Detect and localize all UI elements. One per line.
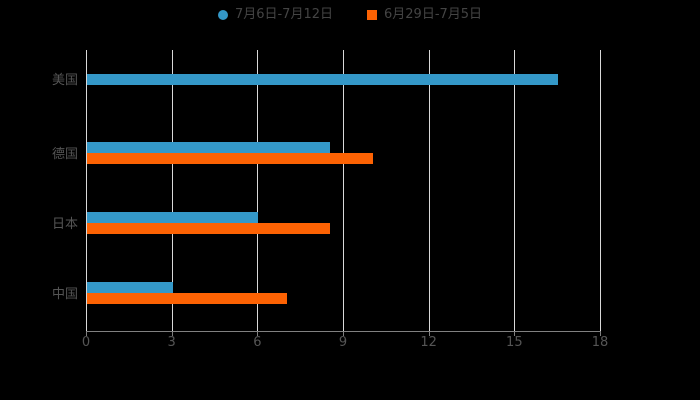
square-marker-icon <box>367 10 377 20</box>
x-tick-mark-6 <box>257 331 259 336</box>
gridline-18 <box>600 50 601 331</box>
x-tick-mark-12 <box>428 331 430 336</box>
x-tick-label-18: 18 <box>591 335 609 350</box>
gridline-6 <box>257 50 259 331</box>
bar-日本-series-1[interactable] <box>87 223 330 234</box>
y-axis-label-3: 中国 <box>51 287 78 302</box>
circle-marker-icon <box>217 10 228 20</box>
x-tick-label-0: 0 <box>81 335 91 350</box>
gridline-9 <box>343 50 344 331</box>
y-axis-line <box>86 50 87 331</box>
x-tick-label-15: 15 <box>506 335 523 350</box>
legend-label-series-1: 6月29日-7月5日 <box>384 7 483 22</box>
bar-日本-series-0[interactable] <box>87 212 259 223</box>
plot-area <box>86 50 601 331</box>
chart-legend: 7月6日-7月12日 6月29日-7月5日 <box>0 8 700 22</box>
y-axis-label-0: 美国 <box>51 73 78 88</box>
x-tick-label-12: 12 <box>420 335 437 350</box>
x-tick-mark-18 <box>600 331 601 336</box>
bar-美国-series-0[interactable] <box>87 73 559 85</box>
bar-中国-series-1[interactable] <box>87 293 287 304</box>
bar-中国-series-0[interactable] <box>87 282 173 293</box>
y-axis-label-2: 日本 <box>51 217 78 232</box>
gridline-12 <box>428 50 430 331</box>
legend-label-series-0: 7月6日-7月12日 <box>234 7 333 22</box>
x-tick-mark-0 <box>86 331 87 336</box>
y-axis-label-1: 德国 <box>51 147 78 162</box>
gridline-15 <box>514 50 516 331</box>
legend-item-series-1[interactable]: 6月29日-7月5日 <box>367 8 482 22</box>
x-tick-label-9: 9 <box>338 335 348 350</box>
gridline-3 <box>171 50 173 331</box>
bar-德国-series-0[interactable] <box>87 142 330 153</box>
x-tick-mark-3 <box>171 331 173 336</box>
x-tick-label-6: 6 <box>253 335 262 350</box>
x-tick-mark-15 <box>514 331 516 336</box>
x-tick-mark-9 <box>343 331 344 336</box>
x-tick-label-3: 3 <box>167 335 176 350</box>
legend-item-series-0[interactable]: 7月6日-7月12日 <box>217 7 333 22</box>
bar-德国-series-1[interactable] <box>87 153 373 164</box>
